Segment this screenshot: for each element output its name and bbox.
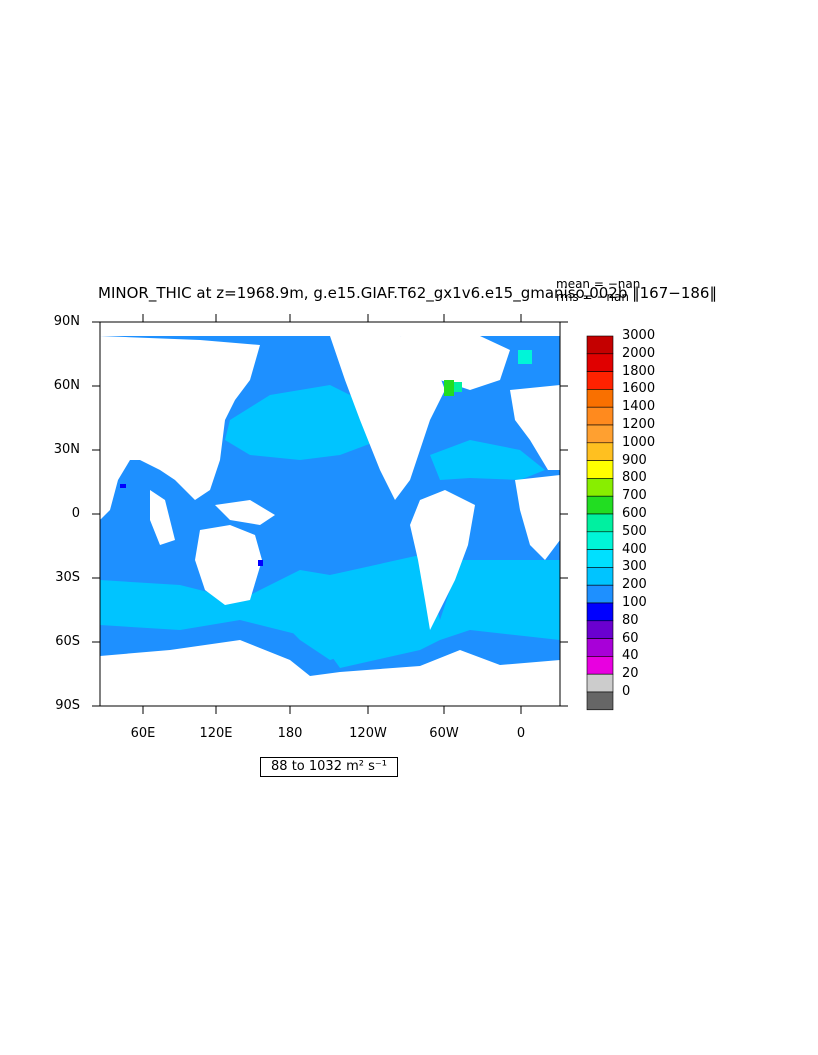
colorbar-label: 3000 [622,328,656,343]
lat-label-90n: 90N [53,314,80,329]
colorbar-swatch [586,406,614,426]
lon-ticks [142,314,522,714]
colorbar-label: 1400 [622,399,656,415]
colorbar-swatch [586,673,614,693]
colorbar-label: 200 [622,577,647,593]
colorbar-swatch [586,513,614,533]
colorbar-swatch [586,389,614,408]
colorbar-swatch [586,424,614,444]
colorbar-swatch [586,584,614,604]
lon-label-120w: 120W [349,726,387,741]
rms-stat: rms = −nan [556,290,629,304]
colorbar-label: 1800 [622,363,656,379]
colorbar-swatch [586,602,614,622]
lon-label-0: 0 [516,726,526,741]
colorbar-label: 1600 [622,381,656,397]
colorbar-label: 800 [622,470,647,486]
colorbar-swatch [586,691,614,711]
colorbar-swatch [586,638,614,657]
colorbar-label: 20 [622,666,639,682]
colorbar-label: 1000 [622,434,656,450]
colorbar-swatch [586,656,614,675]
colorbar-label: 300 [622,559,647,575]
colorbar-swatch [586,335,614,355]
lon-label-180: 180 [277,726,303,741]
colorbar-label: 900 [622,452,647,468]
value-range-label: 88 to 1032 m² s⁻¹ [260,757,398,777]
colorbar-swatch [586,531,614,550]
colorbar-label: 500 [622,523,647,539]
colorbar-swatch [586,620,614,639]
colorbar-label: 400 [622,541,647,557]
lat-label-30s: 30S [55,570,80,585]
lat-label-0: 0 [71,506,80,521]
colorbar-label: 60 [622,630,639,646]
colorbar-label: 700 [622,488,647,504]
lat-label-30n: 30N [53,442,80,457]
lat-ticks [92,321,568,707]
colorbar-swatch [586,353,614,372]
colorbar-label: 600 [622,506,647,521]
colorbar-label: 40 [622,648,639,664]
lat-label-60s: 60S [55,634,80,649]
lon-label-120e: 120E [199,726,233,741]
colorbar-swatch [586,371,614,390]
colorbar-label: 2000 [622,345,656,361]
mean-stat: mean = −nan [556,277,641,291]
lon-label-60e: 60E [130,726,156,741]
ocean-field [100,322,560,706]
colorbar-swatch [586,549,614,568]
colorbar-swatch [586,460,614,479]
colorbar-swatch [586,567,614,586]
colorbar-label: 80 [622,612,639,628]
colorbar [586,335,614,711]
lon-label-60w: 60W [429,726,459,741]
lat-label-60n: 60N [53,378,80,393]
colorbar-swatch [586,495,614,515]
colorbar-label: 0 [622,684,631,699]
colorbar-swatch [586,442,614,461]
plot-title: MINOR_THIC at z=1968.9m, g.e15.GIAF.T62_… [98,284,717,302]
colorbar-label: 1200 [622,417,656,432]
colorbar-label: 100 [622,595,647,610]
lat-label-90s: 90S [55,698,80,713]
colorbar-swatch [586,478,614,497]
